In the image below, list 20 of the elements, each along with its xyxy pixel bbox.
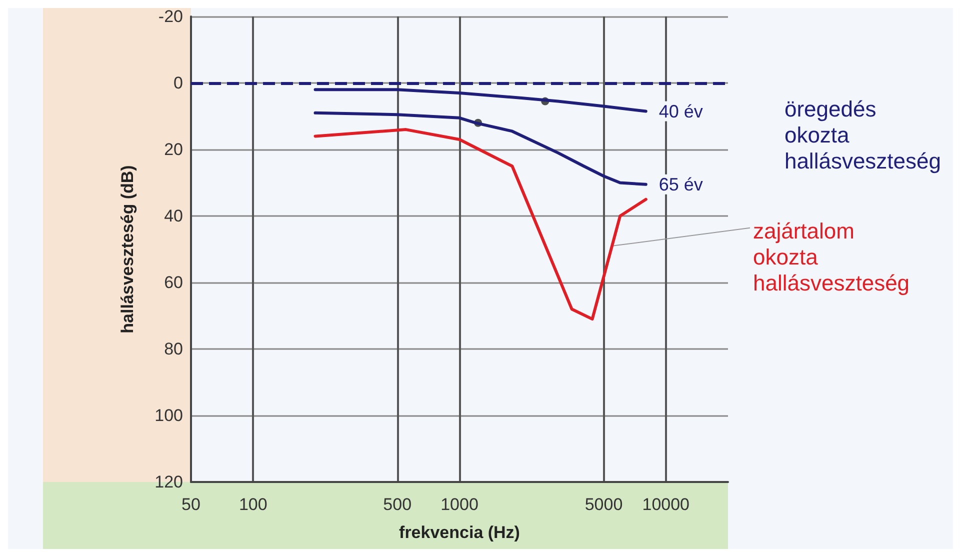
y-axis-title: hallásveszteség (dB): [118, 165, 137, 334]
x-tick-label: 1000: [440, 495, 478, 514]
y-tick-label: 20: [164, 140, 183, 159]
x-tick-label: 100: [238, 495, 268, 514]
x-axis-title: frekvencia (Hz): [399, 523, 520, 542]
y-tick-label: 100: [154, 406, 183, 425]
x-tick-label: 500: [383, 495, 412, 514]
y-tick-label: -20: [158, 7, 183, 26]
series-label: 65 év: [658, 174, 703, 194]
x-tick-label: 10000: [642, 495, 690, 514]
y-tick-label: 40: [164, 206, 183, 226]
annotation: zajártalom okozta hallásveszteség: [753, 218, 910, 296]
y-tick-label: 0: [174, 74, 183, 92]
series-label: 40 év: [658, 101, 703, 122]
y-tick-label: 120: [154, 472, 183, 492]
text: öregedés okozta hallásveszteség: [784, 96, 942, 174]
x-tick-label: 5000: [584, 495, 623, 514]
x-tick-label: 50: [182, 495, 200, 514]
y-tick-label: 60: [164, 273, 183, 292]
y-tick-label: 80: [164, 340, 183, 358]
